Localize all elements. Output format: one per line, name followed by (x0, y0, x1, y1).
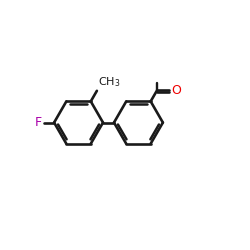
Text: F: F (34, 116, 42, 129)
Text: CH$_3$: CH$_3$ (98, 75, 120, 89)
Text: O: O (172, 84, 181, 97)
